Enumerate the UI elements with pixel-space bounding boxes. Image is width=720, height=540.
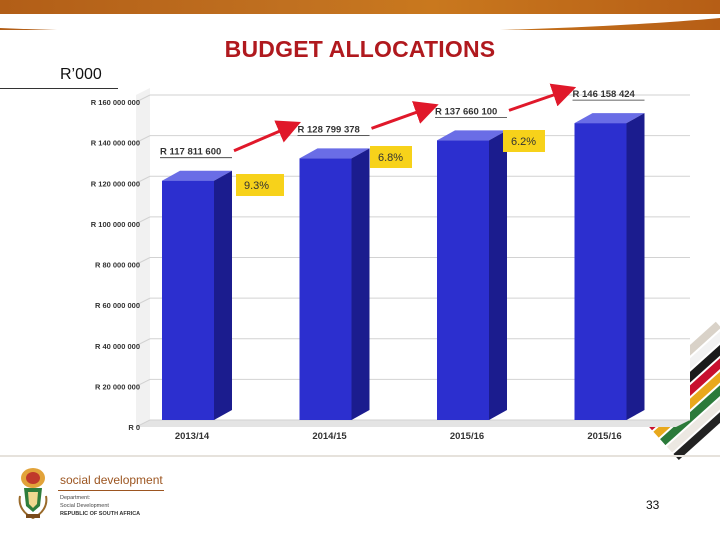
y-tick-label: R 120 000 000 [91,179,140,188]
growth-box [370,146,412,168]
bar [162,180,214,420]
bar-top [574,113,645,124]
growth-arrow [233,120,302,153]
y-gridline-side [135,419,151,428]
y-tick-label: R 160 000 000 [91,98,140,107]
y-gridline-side [135,297,151,306]
y-tick-label: R 140 000 000 [91,139,140,148]
org-rule [58,490,164,491]
page-number: 33 [646,498,660,512]
bar-side [214,170,232,420]
unit-label: R’000 [60,66,102,83]
bar-side [489,130,507,420]
y-tick-label: R 0 [128,423,140,432]
y-gridline-side [135,338,151,347]
growth-label: 6.2% [511,136,536,148]
y-gridline-side [135,175,151,184]
growth-box [503,130,545,152]
y-tick-label: R 80 000 000 [95,261,140,270]
unit-underline [0,88,118,89]
header-band-curve [0,14,720,34]
y-tick-label: R 20 000 000 [95,382,140,391]
y-gridline-side [135,135,151,144]
dept-line-2: Social Development [60,503,109,509]
bar [574,123,627,421]
y-gridline-side [135,94,151,103]
plot-floor [136,420,690,427]
coat-of-arms-icon [18,468,48,520]
growth-label: 6.8% [378,152,403,164]
data-label: R 146 158 424 [573,89,636,100]
footer-divider [0,455,720,457]
y-gridline-side [135,378,151,387]
org-name: social development [60,473,163,487]
data-label: R 137 660 100 [435,106,497,117]
bar-side [351,148,370,420]
x-tick-label: 2015/16 [587,431,621,442]
x-tick-label: 2014/15 [312,431,347,442]
bar-top [162,170,232,181]
x-tick-label: 2015/16 [450,431,484,442]
plot-side-wall [136,88,150,427]
y-tick-label: R 100 000 000 [91,220,140,229]
bar [299,158,352,420]
dept-line-3: REPUBLIC OF SOUTH AFRICA [60,511,141,517]
growth-label: 9.3% [244,180,269,192]
slide-title: BUDGET ALLOCATIONS [224,36,496,62]
x-tick-label: 2013/14 [175,431,210,442]
bar-top [299,148,370,159]
bar-side [626,113,645,421]
y-gridline-side [135,257,151,265]
bar [437,140,489,420]
growth-box [236,174,284,196]
growth-arrow [370,101,439,130]
y-tick-label: R 40 000 000 [95,342,140,351]
growth-arrow [508,83,577,112]
data-label: R 128 799 378 [298,124,360,135]
y-gridline-side [135,216,151,225]
dept-line-1: Department: [60,495,91,501]
y-tick-label: R 60 000 000 [95,301,140,310]
data-label: R 117 811 600 [160,147,221,158]
bar-top [437,130,507,141]
